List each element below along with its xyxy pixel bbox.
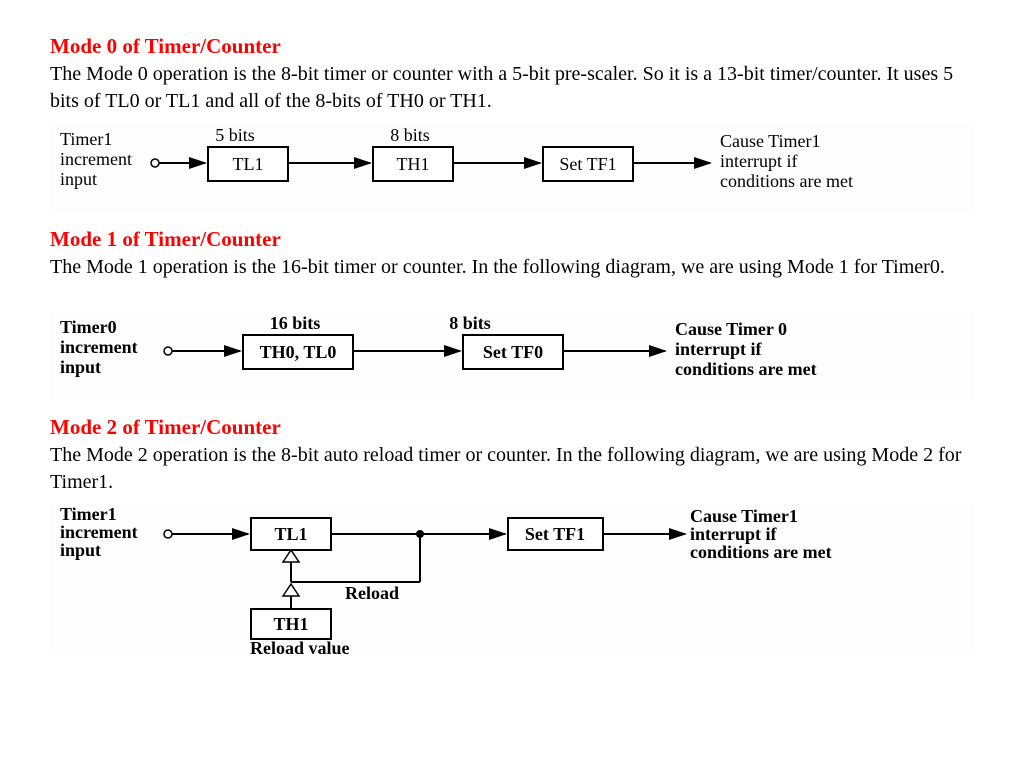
mode1-text: The Mode 1 operation is the 16-bit timer… [50, 254, 974, 281]
d2-box3-label: TH1 [273, 614, 308, 634]
d2-input-node [164, 530, 172, 538]
d0-input-l3: input [60, 169, 97, 189]
d0-top1: 5 bits [215, 125, 255, 145]
mode2-text: The Mode 2 operation is the 8-bit auto r… [50, 442, 974, 496]
d2-input-l2: increment [60, 522, 138, 542]
d0-input-l2: increment [60, 149, 132, 169]
d0-top2: 8 bits [390, 125, 430, 145]
d2-out-l1: Cause Timer1 [690, 506, 798, 526]
d2-input-l1: Timer1 [60, 504, 117, 524]
d1-input-l1: Timer0 [60, 317, 117, 337]
d2-out-l3: conditions are met [690, 542, 832, 562]
d2-reload-label: Reload [345, 583, 399, 603]
mode1-heading: Mode 1 of Timer/Counter [50, 227, 974, 252]
mode2-diagram: Timer1 increment input TL1 Set TF1 Cause… [50, 504, 974, 654]
d2-out-l2: interrupt if [690, 524, 777, 544]
d0-out-l3: conditions are met [720, 171, 853, 191]
d1-input-node [164, 347, 172, 355]
d1-input-l3: input [60, 357, 101, 377]
d1-top2: 8 bits [449, 313, 491, 333]
mode1-diagram: Timer0 increment input 16 bits TH0, TL0 … [50, 311, 974, 401]
d2-box1-label: TL1 [274, 524, 307, 544]
d1-box1-label: TH0, TL0 [260, 342, 337, 362]
d0-box3-label: Set TF1 [559, 154, 616, 174]
mode2-heading: Mode 2 of Timer/Counter [50, 415, 974, 440]
d1-out-l2: interrupt if [675, 339, 762, 359]
d1-box2-label: Set TF0 [483, 342, 543, 362]
d0-box1-label: TL1 [233, 154, 264, 174]
d2-th1-up-arrowhead [283, 584, 299, 596]
d0-box2-label: TH1 [397, 154, 430, 174]
d2-reload-up-arrowhead [283, 550, 299, 562]
d2-box2-label: Set TF1 [525, 524, 585, 544]
d0-out-l1: Cause Timer1 [720, 131, 821, 151]
mode0-diagram: Timer1 increment input 5 bits TL1 8 bits… [50, 123, 974, 213]
d1-out-l3: conditions are met [675, 359, 817, 379]
mode0-heading: Mode 0 of Timer/Counter [50, 34, 974, 59]
d1-top1: 16 bits [270, 313, 321, 333]
d2-input-l3: input [60, 540, 101, 560]
d1-out-l1: Cause Timer 0 [675, 319, 787, 339]
d2-reload-value: Reload value [250, 638, 350, 654]
mode0-text: The Mode 0 operation is the 8-bit timer … [50, 61, 974, 115]
d0-input-l1: Timer1 [60, 129, 112, 149]
d1-input-l2: increment [60, 337, 138, 357]
d0-input-node [151, 159, 159, 167]
d0-out-l2: interrupt if [720, 151, 797, 171]
